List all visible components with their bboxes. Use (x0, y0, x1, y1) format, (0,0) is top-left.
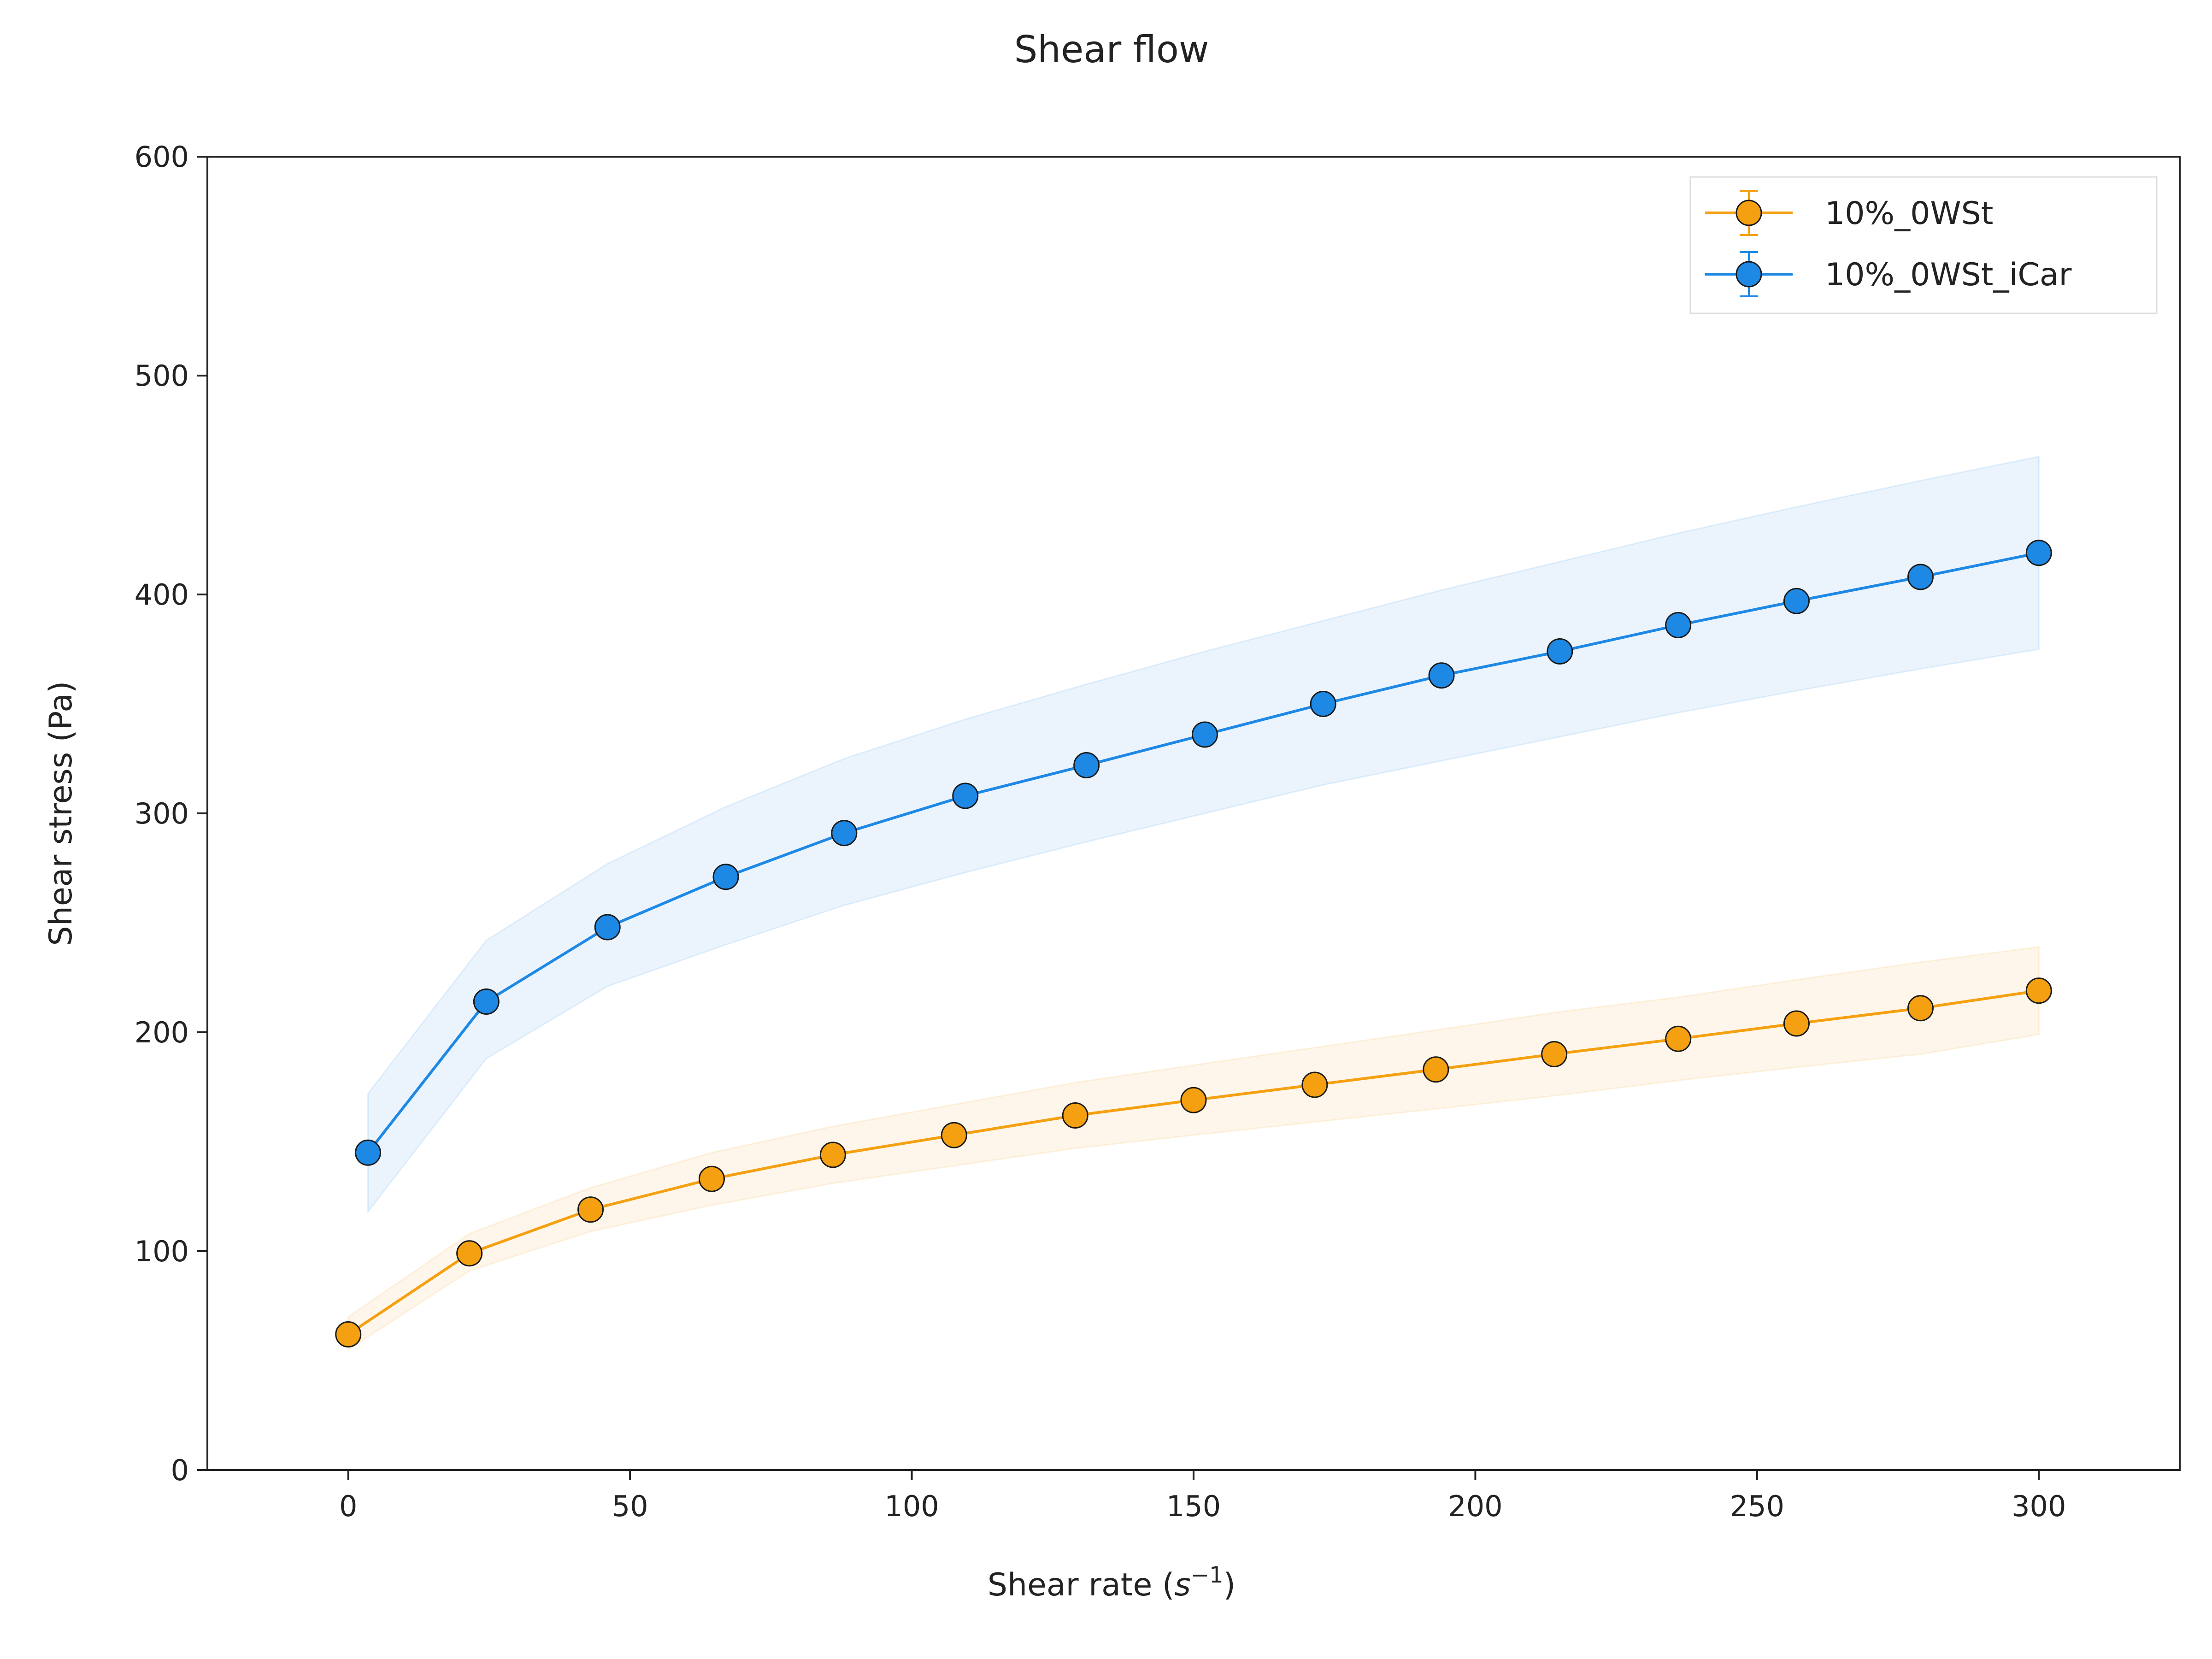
y-tick-label: 0 (171, 1453, 189, 1487)
data-point (1073, 752, 1100, 778)
data-point (819, 1141, 846, 1168)
data-point (1547, 638, 1573, 665)
y-tick-label: 500 (135, 359, 189, 393)
x-tick-label: 250 (1730, 1489, 1784, 1523)
data-point (577, 1196, 604, 1223)
x-axis-label-close: ) (1224, 1567, 1236, 1603)
data-point (1907, 564, 1934, 590)
y-tick-label: 400 (135, 578, 189, 612)
x-axis-ticks: 0 50 100 150 200 250 300 (339, 1470, 2066, 1523)
data-point (1665, 612, 1692, 638)
data-point (941, 1122, 967, 1148)
data-point (1180, 1087, 1207, 1113)
legend-frame (1689, 176, 2158, 314)
x-tick-label: 200 (1448, 1489, 1502, 1523)
x-axis-label: Shear rate (s−1) (988, 1562, 1235, 1603)
legend-label-1: 10%_0WSt_iCar (1825, 257, 2072, 293)
y-tick-label: 600 (135, 140, 189, 174)
data-point (1907, 995, 1934, 1022)
x-tick-label: 300 (2012, 1489, 2066, 1523)
data-point (594, 914, 621, 941)
x-tick-label: 0 (339, 1489, 357, 1523)
data-point (1783, 588, 1810, 614)
x-axis-label-text: Shear rate ( (988, 1567, 1175, 1603)
data-point (1191, 721, 1218, 748)
data-point (1310, 691, 1336, 717)
x-tick-label: 100 (884, 1489, 939, 1523)
y-axis-ticks: 0 100 200 300 400 500 600 (135, 140, 207, 1487)
data-point (1062, 1102, 1088, 1129)
data-point (1301, 1071, 1328, 1098)
chart-title: Shear flow (1014, 28, 1209, 71)
y-tick-label: 200 (135, 1016, 189, 1049)
confidence-band-1 (367, 455, 2040, 1214)
y-axis-label: Shear stress (Pa) (43, 681, 79, 946)
legend-label-0: 10%_0WSt (1825, 195, 1993, 232)
data-point (2025, 540, 2052, 566)
legend: 10%_0WSt 10%_0WSt_iCar (1689, 176, 2158, 314)
data-point (831, 820, 858, 847)
y-tick-label: 100 (135, 1235, 189, 1268)
data-point (712, 864, 739, 890)
x-axis-label-exponent: −1 (1191, 1562, 1224, 1588)
data-point (1665, 1025, 1692, 1052)
data-point (456, 1240, 483, 1267)
x-tick-label: 50 (612, 1489, 648, 1523)
data-point (698, 1165, 725, 1192)
data-point (1428, 662, 1455, 689)
data-point (1541, 1041, 1568, 1067)
data-point (335, 1321, 362, 1347)
data-point (1783, 1010, 1810, 1037)
legend-marker-0 (1735, 200, 1762, 226)
legend-marker-1 (1735, 261, 1762, 288)
data-point (952, 782, 979, 809)
data-point (2025, 977, 2052, 1004)
data-point (473, 988, 500, 1015)
data-point (355, 1139, 382, 1166)
x-axis-label-symbol: s (1174, 1567, 1190, 1603)
series-markers (335, 540, 2052, 1347)
x-tick-label: 150 (1166, 1489, 1221, 1523)
y-tick-label: 300 (135, 797, 189, 830)
data-point (1423, 1056, 1449, 1083)
